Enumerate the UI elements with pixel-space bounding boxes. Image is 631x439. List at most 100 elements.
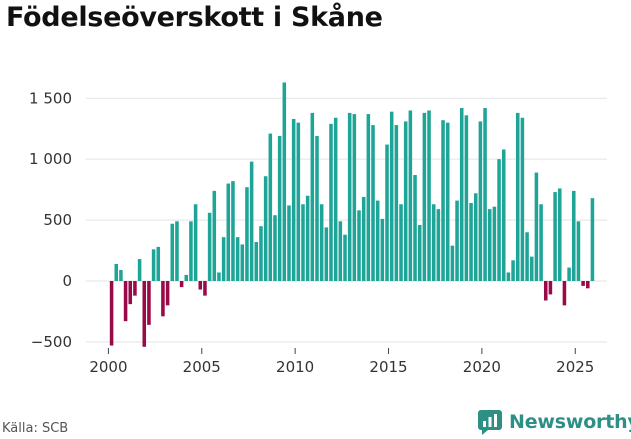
bar-positive — [459, 108, 464, 282]
bar-positive — [268, 133, 273, 281]
bar-positive — [567, 267, 571, 281]
bar-positive — [403, 121, 408, 281]
bar-positive — [249, 161, 254, 281]
bar-positive — [156, 246, 161, 281]
bar-positive — [576, 221, 581, 281]
bar-positive — [413, 175, 417, 281]
bar-positive — [259, 226, 263, 281]
x-tick-label: 2020 — [463, 358, 501, 376]
bar-positive — [291, 118, 296, 281]
bar-positive — [324, 227, 329, 281]
bar-positive — [520, 117, 525, 281]
bar-positive — [296, 122, 301, 281]
bar-positive — [557, 188, 562, 281]
bar-positive — [506, 272, 511, 281]
source-note: Källa: SCB — [2, 421, 69, 436]
bar-positive — [539, 204, 543, 281]
bar-positive — [170, 223, 175, 281]
bar-positive — [175, 221, 179, 281]
bar-positive — [553, 192, 557, 281]
bar-positive — [226, 183, 231, 281]
bar-positive — [240, 244, 245, 281]
x-tick-label: 2025 — [556, 358, 594, 376]
x-tick-label: 2000 — [89, 358, 127, 376]
x-axis-ticks: 2000 2005 2010 2015 2020 2025 — [89, 348, 594, 376]
bar-positive — [394, 125, 399, 281]
x-tick-label: 2005 — [183, 358, 221, 376]
bar-positive — [319, 204, 324, 281]
bar-positive — [119, 270, 123, 281]
bar-negative — [198, 281, 203, 290]
bar-positive — [455, 200, 459, 281]
bar-positive — [301, 204, 305, 281]
bar-positive — [464, 115, 469, 281]
bar-positive — [189, 221, 193, 281]
bar-positive — [408, 110, 413, 281]
y-tick-label: −500 — [31, 333, 72, 351]
bar-positive — [515, 112, 520, 281]
bar-positive — [389, 111, 394, 281]
bar-positive — [469, 203, 473, 281]
bar-positive — [151, 249, 156, 281]
newsworthy-logo[interactable]: Newsworthy — [477, 409, 631, 435]
bar-positive — [441, 120, 445, 281]
bar-positive — [137, 259, 142, 281]
bar-positive — [245, 187, 249, 281]
bars — [109, 82, 595, 347]
bar-positive — [254, 242, 259, 281]
newsworthy-logo-icon — [478, 410, 502, 435]
bar-negative — [548, 281, 553, 295]
bar-positive — [315, 136, 319, 281]
x-tick-label: 2015 — [369, 358, 407, 376]
bar-positive — [235, 237, 240, 281]
chart-title: Födelseöverskott i Skåne — [6, 2, 383, 33]
bar-positive — [473, 193, 478, 281]
bar-positive — [399, 204, 403, 281]
bar-positive — [450, 245, 455, 281]
bar-negative — [543, 281, 548, 301]
bar-positive — [343, 234, 347, 281]
bar-positive — [534, 172, 539, 281]
bar-positive — [366, 114, 371, 281]
bar-positive — [361, 196, 366, 281]
bar-positive — [385, 144, 389, 281]
bar-negative — [128, 281, 133, 305]
bar-positive — [483, 108, 487, 282]
bar-positive — [277, 136, 282, 281]
bar-positive — [333, 117, 338, 281]
bar-negative — [133, 281, 137, 296]
y-tick-label: 1 500 — [29, 89, 72, 107]
bar-negative — [147, 281, 151, 325]
bar-negative — [109, 281, 114, 346]
y-axis-ticks: −500 0 500 1 000 1 500 — [29, 89, 72, 351]
bar-positive — [525, 232, 529, 281]
bar-negative — [179, 281, 184, 288]
x-tick-label: 2010 — [276, 358, 314, 376]
bar-negative — [203, 281, 207, 296]
bar-positive — [212, 190, 217, 281]
bar-positive — [436, 209, 441, 281]
bar-positive — [221, 237, 226, 281]
bar-positive — [329, 123, 333, 281]
y-tick-label: 1 000 — [29, 150, 72, 168]
bar-negative — [161, 281, 165, 317]
bar-positive — [427, 110, 431, 281]
bar-positive — [357, 210, 361, 281]
bar-positive — [114, 263, 119, 281]
bar-negative — [581, 281, 585, 286]
bar-positive — [193, 204, 198, 281]
bar-positive — [511, 260, 515, 281]
bar-positive — [478, 121, 483, 281]
bar-positive — [287, 205, 291, 281]
bar-negative — [123, 281, 128, 322]
bar-positive — [571, 190, 576, 281]
bar-positive — [371, 125, 375, 281]
bar-positive — [347, 112, 352, 281]
bar-positive — [305, 195, 310, 281]
bar-positive — [529, 256, 534, 281]
bar-positive — [422, 112, 427, 281]
y-tick-label: 0 — [62, 272, 72, 290]
bar-negative — [165, 281, 170, 306]
bar-positive — [263, 176, 268, 281]
bar-positive — [417, 224, 422, 281]
